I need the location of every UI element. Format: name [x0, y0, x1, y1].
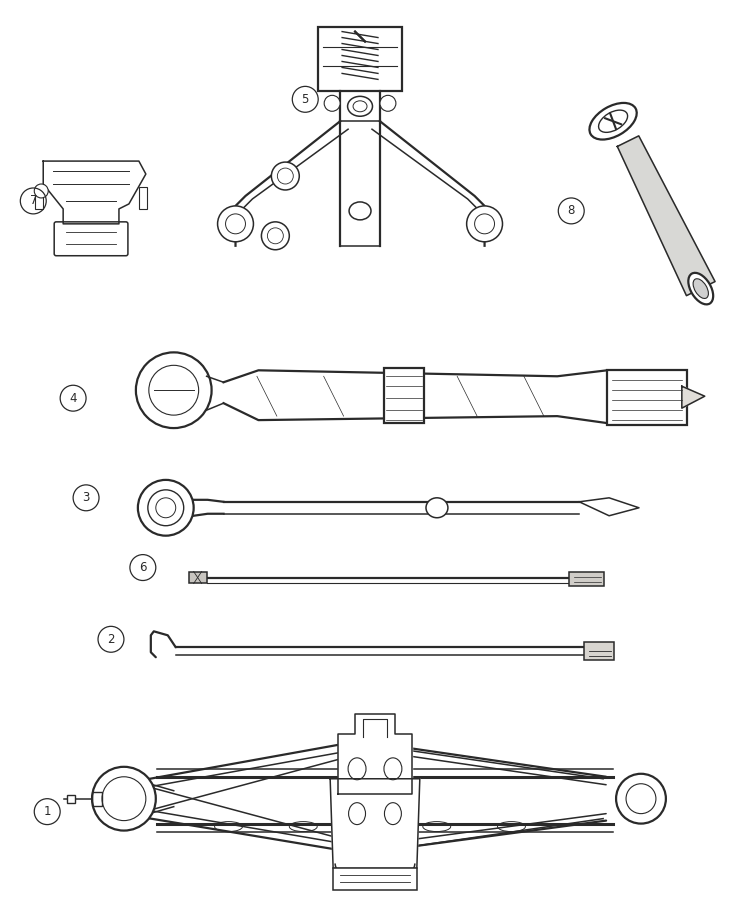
Text: 6: 6: [139, 561, 147, 574]
Polygon shape: [617, 136, 715, 296]
Circle shape: [324, 95, 340, 112]
Ellipse shape: [589, 103, 637, 140]
FancyBboxPatch shape: [333, 868, 417, 890]
Circle shape: [271, 162, 299, 190]
Text: 5: 5: [302, 93, 309, 106]
Ellipse shape: [349, 202, 371, 220]
Circle shape: [34, 184, 48, 198]
Ellipse shape: [688, 273, 713, 304]
Circle shape: [138, 480, 193, 536]
Circle shape: [467, 206, 502, 242]
Polygon shape: [338, 714, 412, 794]
Ellipse shape: [693, 279, 708, 299]
Text: 3: 3: [82, 491, 90, 504]
Circle shape: [218, 206, 253, 242]
Text: 4: 4: [70, 392, 77, 405]
Text: 1: 1: [44, 806, 51, 818]
Polygon shape: [193, 500, 224, 516]
Text: 7: 7: [30, 194, 37, 207]
FancyBboxPatch shape: [189, 572, 207, 583]
FancyBboxPatch shape: [607, 370, 687, 425]
FancyBboxPatch shape: [569, 572, 604, 587]
FancyBboxPatch shape: [36, 187, 43, 209]
Ellipse shape: [348, 96, 373, 116]
Circle shape: [262, 222, 289, 250]
Polygon shape: [682, 386, 705, 409]
Polygon shape: [43, 161, 146, 224]
Circle shape: [616, 774, 666, 824]
Text: 2: 2: [107, 633, 115, 646]
FancyBboxPatch shape: [318, 27, 402, 91]
FancyBboxPatch shape: [67, 795, 75, 803]
FancyBboxPatch shape: [584, 643, 614, 661]
Circle shape: [92, 767, 156, 831]
Polygon shape: [579, 498, 639, 516]
FancyBboxPatch shape: [384, 368, 424, 423]
Text: 8: 8: [568, 204, 575, 218]
FancyBboxPatch shape: [54, 222, 128, 256]
Ellipse shape: [426, 498, 448, 518]
Circle shape: [136, 353, 212, 428]
Polygon shape: [330, 778, 420, 868]
Polygon shape: [224, 370, 632, 423]
FancyBboxPatch shape: [139, 187, 147, 209]
Circle shape: [380, 95, 396, 112]
Polygon shape: [207, 376, 224, 410]
